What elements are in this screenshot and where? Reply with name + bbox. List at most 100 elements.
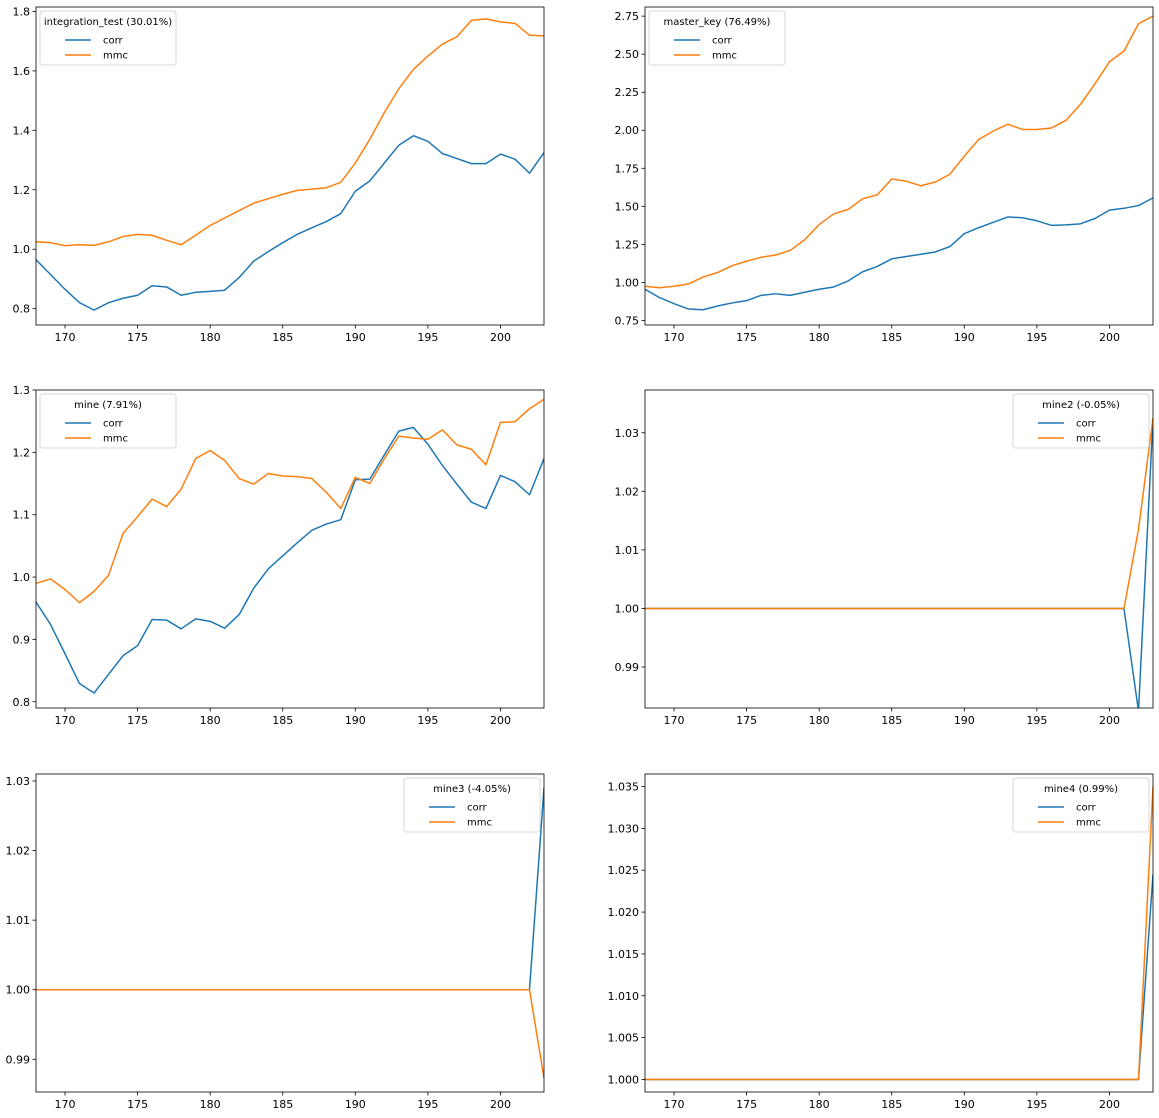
- legend: master_key (76.49%) corr mmc: [648, 10, 786, 66]
- y-tick-label: 0.99: [6, 1053, 31, 1066]
- legend-title: integration_test (30.01%): [44, 17, 172, 28]
- y-tick-label: 1.2: [13, 184, 31, 197]
- x-tick-label: 190: [345, 1098, 366, 1111]
- series-line-corr: [645, 874, 1153, 1081]
- x-tick-label: 170: [664, 714, 685, 727]
- plot-frame: [644, 389, 1154, 709]
- y-tick-label: 1.0: [13, 243, 31, 256]
- chart-svg: 170 175 180 185 190 195 200 0.99 1.00 1.01 1.02 1.0…: [615, 389, 1154, 727]
- x-tick-label: 180: [200, 331, 221, 344]
- plot-frame: [35, 773, 545, 1093]
- chart-svg: 170 175 180 185 190 195 200 0.8 1.0 1.2 1.4 1.6 1.8 i…: [13, 5, 545, 344]
- series-line-corr: [645, 197, 1153, 311]
- series-line-mmc: [645, 418, 1153, 610]
- y-tick-label: 1.3: [13, 384, 31, 397]
- chart-svg: 170 175 180 185 190 195 200 1.000 1.005 1.010 1.01…: [608, 773, 1154, 1111]
- y-tick-label: 1.03: [615, 427, 640, 440]
- y-tick-label: 0.75: [615, 314, 640, 327]
- legend-box: [39, 393, 177, 449]
- legend-label-corr: corr: [712, 36, 733, 47]
- y-tick-label: 1.0: [13, 571, 31, 584]
- y-tick-label: 1.02: [615, 485, 640, 498]
- y-tick-label: 1.005: [608, 1032, 640, 1045]
- series-line-corr: [36, 426, 544, 694]
- legend-label-mmc: mmc: [103, 51, 128, 62]
- x-tick-label: 195: [1026, 1098, 1047, 1111]
- y-tick-label: 1.00: [615, 602, 640, 615]
- legend-label-mmc: mmc: [1076, 818, 1101, 829]
- series-line-mmc: [645, 786, 1153, 1081]
- y-tick-label: 1.00: [615, 276, 640, 289]
- y-tick-label: 2.00: [615, 124, 640, 137]
- plot-frame: [644, 6, 1154, 326]
- x-tick-label: 175: [127, 714, 148, 727]
- x-tick-label: 175: [127, 1098, 148, 1111]
- legend: mine2 (-0.05%) corr mmc: [1012, 393, 1150, 449]
- y-tick-label: 1.000: [608, 1073, 640, 1086]
- y-tick-label: 1.020: [608, 906, 640, 919]
- y-tick-label: 1.25: [615, 238, 640, 251]
- y-tick-label: 1.035: [608, 781, 640, 794]
- legend-label-mmc: mmc: [103, 434, 128, 445]
- legend-title: mine (7.91%): [74, 400, 142, 411]
- y-tick-label: 0.8: [13, 696, 31, 709]
- chart-panel-master-key: 170 175 180 185 190 195 200 0.75 1.00 1.25 1.50 1.7…: [580, 0, 1159, 360]
- series-line-corr: [645, 418, 1153, 708]
- legend-label-corr: corr: [1076, 419, 1097, 430]
- x-tick-label: 185: [272, 331, 293, 344]
- legend-label-corr: corr: [467, 803, 488, 814]
- y-tick-label: 2.50: [615, 48, 640, 61]
- y-tick-label: 1.02: [6, 845, 31, 858]
- legend-box: [648, 10, 786, 66]
- y-tick-label: 1.03: [6, 775, 31, 788]
- legend-label-corr: corr: [103, 36, 124, 47]
- x-tick-label: 170: [55, 331, 76, 344]
- y-tick-label: 1.00: [6, 984, 31, 997]
- y-tick-label: 0.99: [615, 661, 640, 674]
- x-tick-label: 195: [1026, 714, 1047, 727]
- plot-frame: [644, 773, 1154, 1093]
- series-line-mmc: [36, 988, 544, 1079]
- y-tick-label: 1.01: [6, 914, 31, 927]
- x-tick-label: 170: [55, 714, 76, 727]
- x-tick-label: 180: [809, 714, 830, 727]
- x-tick-label: 195: [417, 1098, 438, 1111]
- chart-svg: 170 175 180 185 190 195 200 0.75 1.00 1.25 1.50 1.7…: [615, 6, 1154, 344]
- x-tick-label: 175: [736, 331, 757, 344]
- legend-title: master_key (76.49%): [664, 17, 771, 28]
- series-line-corr: [36, 134, 544, 311]
- legend-box: [403, 777, 541, 833]
- legend-label-corr: corr: [103, 419, 124, 430]
- y-tick-label: 1.010: [608, 990, 640, 1003]
- x-tick-label: 185: [881, 1098, 902, 1111]
- x-tick-label: 195: [1026, 331, 1047, 344]
- y-tick-label: 1.8: [13, 5, 31, 18]
- x-tick-label: 195: [417, 714, 438, 727]
- legend-label-corr: corr: [1076, 803, 1097, 814]
- legend-box: [1012, 393, 1150, 449]
- x-tick-label: 200: [1099, 1098, 1120, 1111]
- y-tick-label: 1.030: [608, 822, 640, 835]
- y-tick-label: 1.75: [615, 162, 640, 175]
- chart-panel-mine: 170 175 180 185 190 195 200 0.8 0.9 1.0 1.1 1.2 1.3 m…: [0, 360, 580, 746]
- x-tick-label: 185: [881, 331, 902, 344]
- series-line-mmc: [36, 18, 544, 247]
- y-tick-label: 1.025: [608, 864, 640, 877]
- x-tick-label: 170: [55, 1098, 76, 1111]
- legend-title: mine4 (0.99%): [1044, 784, 1118, 795]
- x-tick-label: 190: [954, 331, 975, 344]
- chart-svg: 170 175 180 185 190 195 200 0.8 0.9 1.0 1.1 1.2 1.3 m…: [13, 384, 545, 727]
- chart-panel-mine3: 170 175 180 185 190 195 200 0.99 1.00 1.01 1.02 1.0…: [0, 746, 580, 1118]
- x-tick-label: 180: [809, 1098, 830, 1111]
- x-tick-label: 200: [490, 331, 511, 344]
- x-tick-label: 200: [1099, 714, 1120, 727]
- legend: mine (7.91%) corr mmc: [39, 393, 177, 449]
- x-tick-label: 200: [1099, 331, 1120, 344]
- x-tick-label: 195: [417, 331, 438, 344]
- legend: mine3 (-4.05%) corr mmc: [403, 777, 541, 833]
- y-tick-label: 2.25: [615, 86, 640, 99]
- x-tick-label: 180: [200, 1098, 221, 1111]
- x-tick-label: 190: [345, 714, 366, 727]
- y-tick-label: 1.01: [615, 544, 640, 557]
- chart-panel-mine4: 170 175 180 185 190 195 200 1.000 1.005 1.010 1.01…: [580, 746, 1159, 1118]
